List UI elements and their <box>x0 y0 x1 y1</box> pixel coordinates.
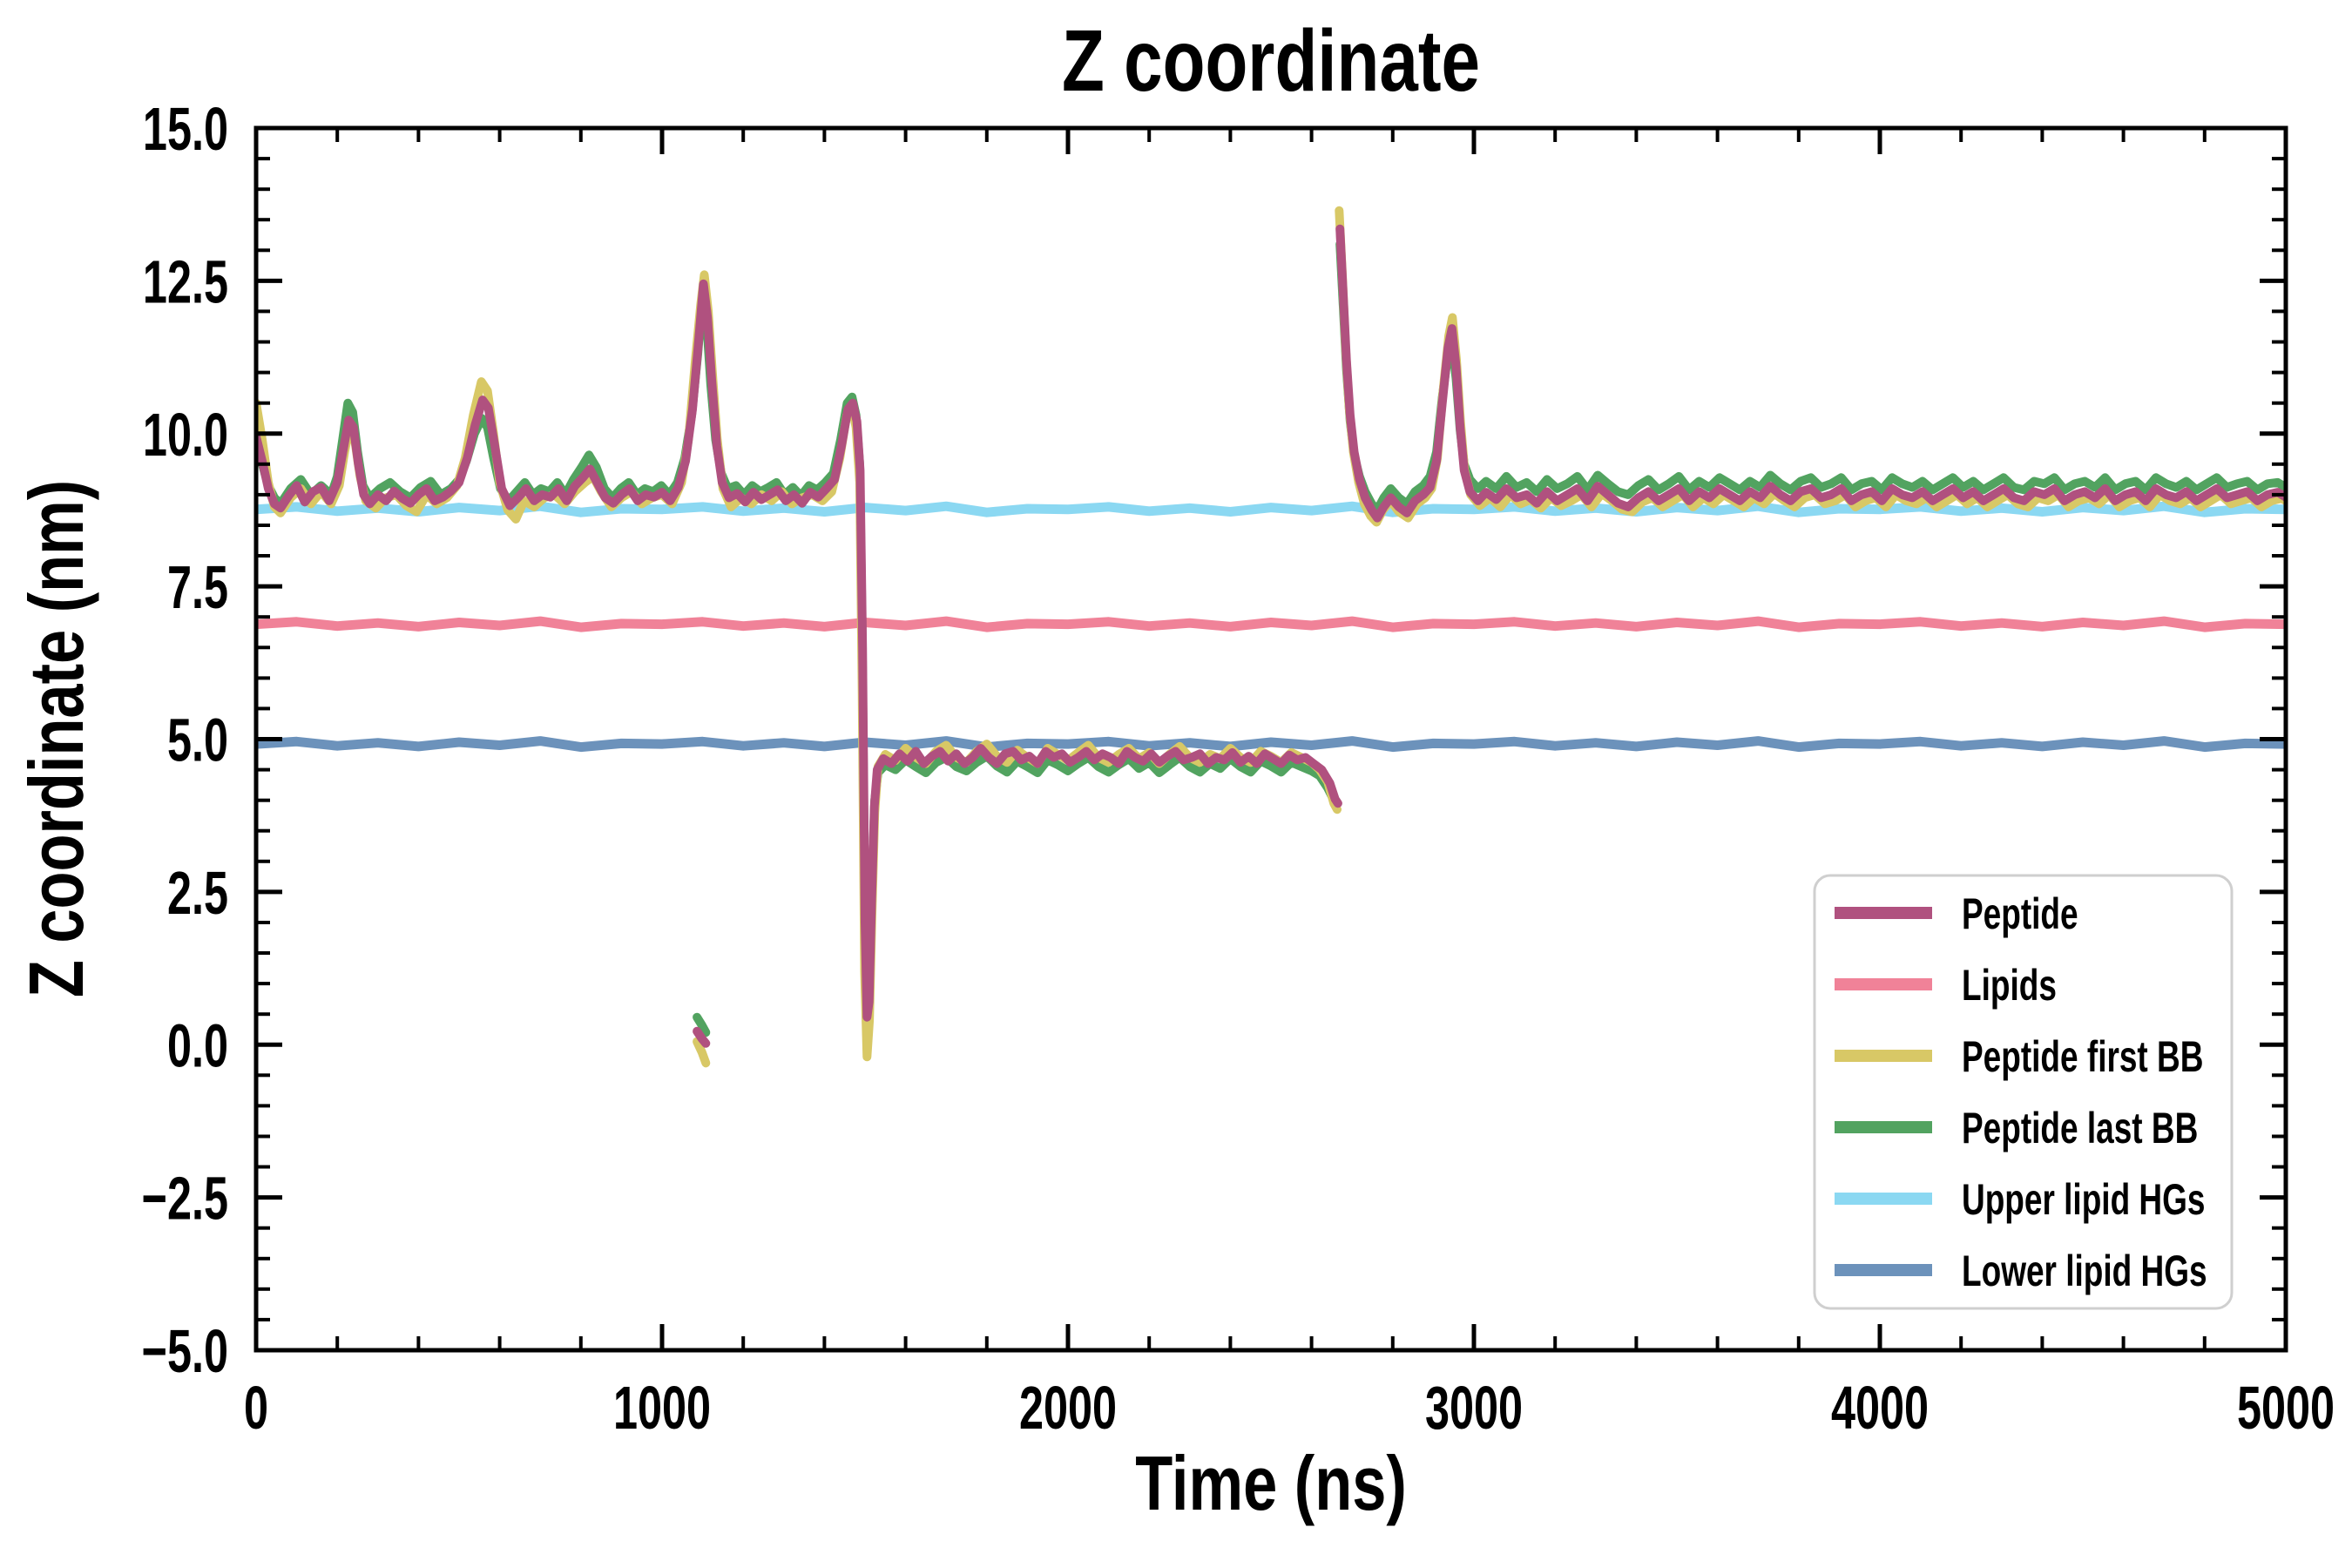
legend-label-peptide-last-bb: Peptide last BB <box>1962 1105 2198 1153</box>
series-lower-lipid-hgs <box>256 736 2286 753</box>
legend: Peptide Lipids Peptide first BB Peptide las… <box>1813 874 2234 1310</box>
series-lipids <box>256 616 2286 632</box>
y-tick-label: 0.0 <box>167 1011 228 1079</box>
x-axis-label: Time (ns) <box>1135 1440 1407 1525</box>
legend-label-peptide: Peptide <box>1962 890 2078 939</box>
series-peptide-first-bb <box>693 1037 711 1068</box>
y-tick-label: 12.5 <box>143 247 228 315</box>
axis-ticks <box>253 125 2288 1353</box>
y-tick-label: −2.5 <box>142 1164 228 1232</box>
legend-box <box>1813 874 2234 1310</box>
legend-item-lipids: Lipids <box>1835 962 2057 1010</box>
y-tick-label: 7.5 <box>167 553 228 621</box>
x-tick-label: 3000 <box>1425 1374 1523 1442</box>
series-peptide-last-bb <box>693 1012 711 1037</box>
legend-item-peptide: Peptide <box>1835 890 2078 939</box>
legend-item-peptide-last-bb: Peptide last BB <box>1835 1105 2198 1153</box>
x-tick-label: 4000 <box>1831 1374 1929 1442</box>
x-tick-label: 0 <box>244 1374 268 1442</box>
legend-item-peptide-first-bb: Peptide first BB <box>1835 1033 2203 1082</box>
y-axis-label: Z coordinate (nm) <box>13 480 98 997</box>
y-tick-label: 15.0 <box>143 95 228 163</box>
series-peptide-first-bb <box>256 270 1342 1062</box>
chart-title: Z coordinate <box>1062 13 1480 111</box>
y-tick-label: 10.0 <box>143 401 228 469</box>
y-tick-label: −5.0 <box>142 1317 228 1385</box>
series-peptide <box>1335 224 2286 523</box>
series-upper-lipid-hgs <box>256 501 2286 517</box>
legend-label-lipids: Lipids <box>1962 962 2057 1010</box>
tick-labels: 0 1000 2000 3000 4000 5000 15.0 12.5 10.0 7.5 5.0 2… <box>142 95 2335 1442</box>
series-peptide-last-bb <box>1335 240 2286 515</box>
series-lines <box>256 206 2286 1068</box>
legend-label-lower-lipid-hgs: Lower lipid HGs <box>1962 1247 2207 1296</box>
series-peptide <box>693 1026 711 1048</box>
legend-label-peptide-first-bb: Peptide first BB <box>1962 1033 2203 1082</box>
series-peptide <box>256 279 1342 1022</box>
legend-item-lower-lipid-hgs: Lower lipid HGs <box>1835 1247 2207 1296</box>
x-tick-label: 2000 <box>1019 1374 1117 1442</box>
legend-item-upper-lipid-hgs: Upper lipid HGs <box>1835 1176 2206 1225</box>
x-tick-label: 5000 <box>2237 1374 2335 1442</box>
legend-label-upper-lipid-hgs: Upper lipid HGs <box>1962 1176 2206 1225</box>
y-tick-label: 5.0 <box>167 706 228 774</box>
y-tick-label: 2.5 <box>167 859 228 927</box>
series-peptide-last-bb <box>256 288 1342 991</box>
x-tick-label: 1000 <box>613 1374 711 1442</box>
